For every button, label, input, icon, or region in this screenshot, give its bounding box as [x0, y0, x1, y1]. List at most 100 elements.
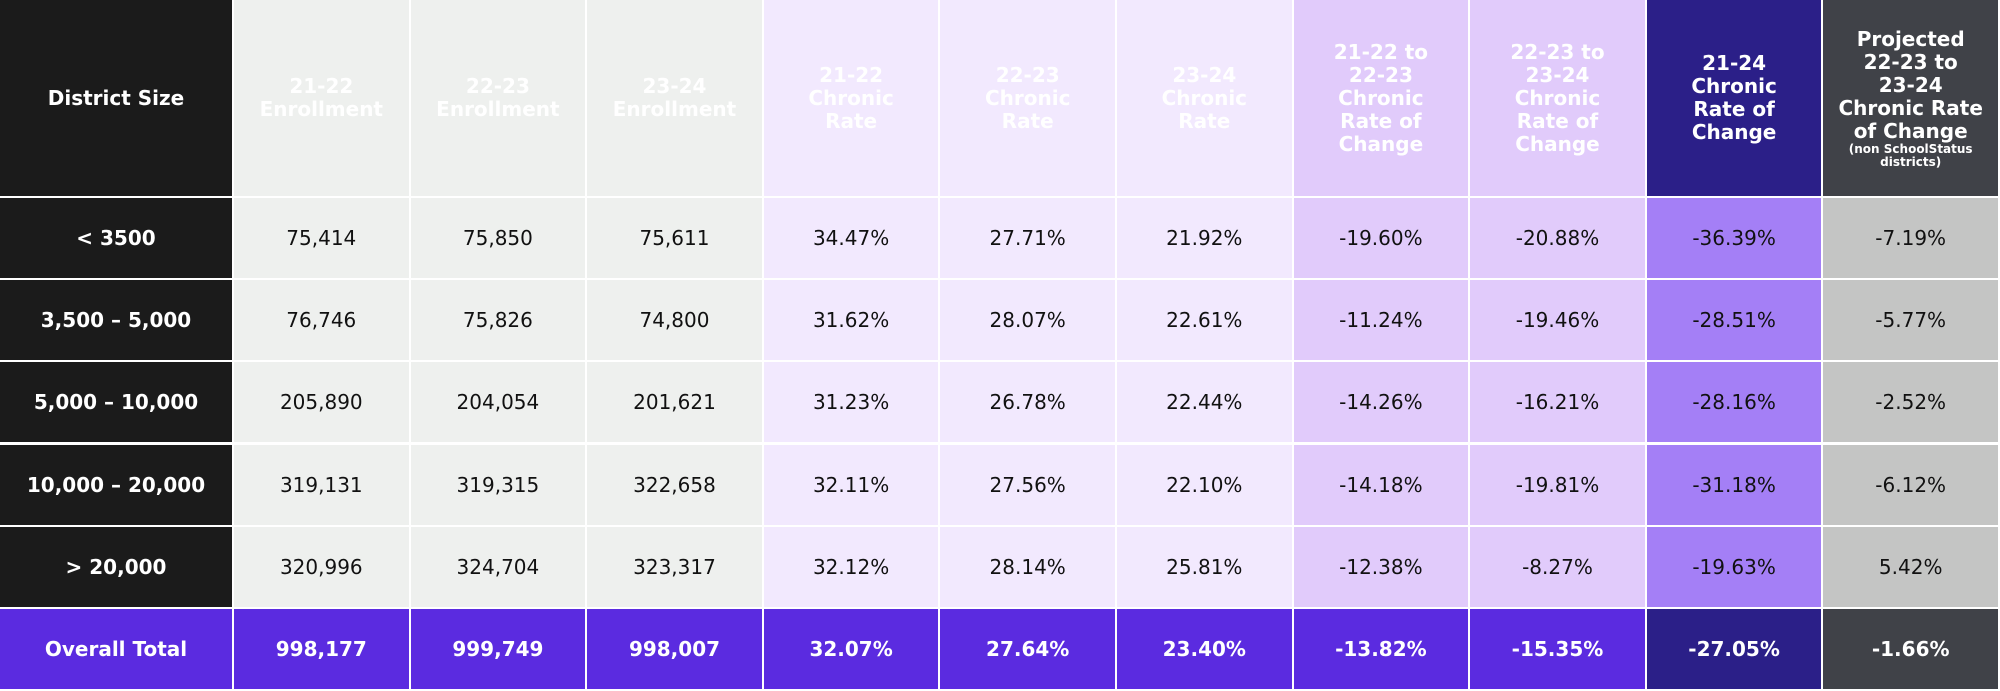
- header-cell: 21-22 Chronic Rate: [763, 0, 939, 196]
- table-cell: -14.18%: [1293, 444, 1469, 525]
- header-text: Change: [1338, 131, 1424, 156]
- table-cell: 28.14%: [940, 526, 1115, 607]
- header-text: Chronic: [1691, 74, 1777, 98]
- header-cell: 22-23 Enrollment: [410, 0, 586, 196]
- table-cell: -19.81%: [1470, 444, 1645, 525]
- header-text: 22-23: [465, 74, 530, 98]
- table-cell: -15.35%: [1470, 608, 1645, 689]
- table-cell: -28.16%: [1646, 362, 1822, 443]
- table-cell: 324,704: [410, 526, 586, 607]
- header-text: Change: [1515, 131, 1600, 156]
- header-text: 22-23: [1348, 62, 1413, 87]
- header-text: 22-23: [995, 62, 1060, 87]
- table-cell: 32.07%: [763, 608, 939, 689]
- table-cell: -8.27%: [1470, 526, 1645, 607]
- header-text: 23-24: [1878, 72, 1943, 97]
- header-cell: 23-24 Chronic Rate: [1117, 0, 1292, 196]
- header-text: District Size: [47, 85, 185, 110]
- row-label: 3,500 – 5,000: [0, 280, 232, 361]
- header-cell: District Size: [0, 0, 232, 196]
- header-note: (non SchoolStatus districts): [1848, 141, 1973, 169]
- table-cell: -36.39%: [1646, 198, 1822, 279]
- table-cell: -1.66%: [1823, 608, 1998, 689]
- table-cell: -27.05%: [1646, 608, 1822, 689]
- header-text: Change: [1691, 120, 1777, 144]
- table-cell: 27.71%: [940, 198, 1115, 279]
- table-cell: 23.40%: [1117, 608, 1292, 689]
- row-label: 10,000 – 20,000: [0, 444, 232, 525]
- table-cell: -28.51%: [1646, 280, 1822, 361]
- table-cell: 32.12%: [763, 526, 939, 607]
- table-cell: -19.46%: [1470, 280, 1645, 361]
- table-cell: 998,007: [587, 608, 762, 689]
- header-text: Chronic: [984, 85, 1071, 110]
- table-cell: -19.60%: [1293, 198, 1469, 279]
- table-cell: 28.07%: [940, 280, 1115, 361]
- table-cell: -7.19%: [1823, 198, 1998, 279]
- header-text: 21-22: [289, 74, 354, 98]
- row-label: < 3500: [0, 198, 232, 279]
- table-cell: 319,131: [234, 444, 409, 525]
- table-cell: 76,746: [234, 280, 409, 361]
- header-text: Rate of: [1340, 108, 1422, 133]
- header-text: Chronic: [1514, 85, 1601, 110]
- header-text: Rate: [1178, 108, 1231, 133]
- table-cell: 5.42%: [1823, 526, 1998, 607]
- table-cell: 75,826: [410, 280, 586, 361]
- table-cell: 22.44%: [1117, 362, 1292, 443]
- header-text: 21-22: [819, 62, 884, 87]
- table-cell: 201,621: [587, 362, 762, 443]
- header-text: 23-24: [1172, 62, 1237, 87]
- table-cell: 319,315: [410, 444, 586, 525]
- table-cell: -13.82%: [1293, 608, 1469, 689]
- table-cell: -6.12%: [1823, 444, 1998, 525]
- table-cell: -5.77%: [1823, 280, 1998, 361]
- table-cell: 75,414: [234, 198, 409, 279]
- table-cell: 22.10%: [1117, 444, 1292, 525]
- header-cell: 23-24 Enrollment: [587, 0, 762, 196]
- table-cell: -20.88%: [1470, 198, 1645, 279]
- header-text: Chronic Rate: [1838, 95, 1983, 120]
- header-text: Projected: [1856, 26, 1965, 51]
- table-cell: -16.21%: [1470, 362, 1645, 443]
- table-cell: 75,850: [410, 198, 586, 279]
- table-cell: 26.78%: [940, 362, 1115, 443]
- table-cell: 998,177: [234, 608, 409, 689]
- table-cell: 320,996: [234, 526, 409, 607]
- row-label: > 20,000: [0, 526, 232, 607]
- table-cell: 999,749: [410, 608, 586, 689]
- table-cell: -2.52%: [1823, 362, 1998, 443]
- table-cell: 27.64%: [940, 608, 1115, 689]
- table-cell: -11.24%: [1293, 280, 1469, 361]
- table-cell: -12.38%: [1293, 526, 1469, 607]
- header-text: 23-24: [642, 74, 707, 98]
- table-cell: 34.47%: [763, 198, 939, 279]
- table-cell: 22.61%: [1117, 280, 1292, 361]
- header-cell: 22-23 Chronic Rate: [940, 0, 1115, 196]
- table-cell: 31.23%: [763, 362, 939, 443]
- table-cell: 323,317: [587, 526, 762, 607]
- table-cell: 204,054: [410, 362, 586, 443]
- header-text: Rate: [1001, 108, 1054, 133]
- header-text: of Change: [1853, 118, 1968, 143]
- header-cell: 21-24 Chronic Rate of Change: [1646, 0, 1822, 196]
- table-cell: 322,658: [587, 444, 762, 525]
- table-cell: 205,890: [234, 362, 409, 443]
- table-cell: 75,611: [587, 198, 762, 279]
- header-text: 22-23 to: [1863, 49, 1958, 74]
- header-cell: 21-22 Enrollment: [234, 0, 409, 196]
- row-label: Overall Total: [0, 608, 232, 689]
- header-text: Enrollment: [436, 97, 560, 121]
- header-text: Rate of: [1693, 97, 1775, 121]
- header-cell: 22-23 to 23-24 Chronic Rate of Change: [1470, 0, 1645, 196]
- table-cell: 32.11%: [763, 444, 939, 525]
- header-text: Chronic: [1338, 85, 1424, 110]
- header-text: Chronic: [1161, 85, 1248, 110]
- table-cell: 74,800: [587, 280, 762, 361]
- header-text: Enrollment: [612, 97, 737, 121]
- table-cell: 31.62%: [763, 280, 939, 361]
- table-cell: -31.18%: [1646, 444, 1822, 525]
- table-cell: 21.92%: [1117, 198, 1292, 279]
